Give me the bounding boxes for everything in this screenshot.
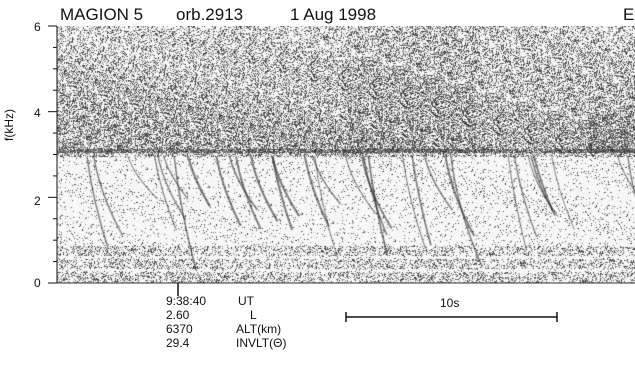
time-marker-values: 9:38:40 2.60 6370 29.4 bbox=[166, 294, 206, 350]
l-shell-value: 2.60 bbox=[166, 308, 190, 322]
spectrogram-image bbox=[57, 26, 635, 283]
y-tick-label: 0 bbox=[34, 276, 41, 290]
time-marker-quantities: UT L ALT(km) INVLT(Θ) bbox=[236, 294, 286, 350]
ut-label: UT bbox=[238, 294, 254, 308]
y-axis bbox=[48, 25, 635, 284]
time-markers bbox=[177, 283, 558, 322]
altitude-value: 6370 bbox=[166, 322, 193, 336]
y-tick-label: 2 bbox=[34, 194, 41, 208]
observation-date: 1 Aug 1998 bbox=[290, 5, 377, 24]
invariant-latitude-label: INVLT(Θ) bbox=[236, 336, 287, 350]
l-shell-label: L bbox=[250, 308, 257, 322]
spectrogram-raster bbox=[57, 26, 635, 283]
ut-value: 9:38:40 bbox=[166, 294, 207, 308]
y-axis-label: f(kHz) bbox=[2, 95, 16, 155]
edge-letter: E bbox=[623, 5, 635, 24]
y-tick-label: 4 bbox=[34, 106, 41, 120]
y-axis-label-text: f(kHz) bbox=[2, 109, 16, 141]
scale-bar-label: 10s bbox=[440, 296, 460, 310]
y-tick-label: 6 bbox=[34, 20, 41, 34]
invariant-latitude-value: 29.4 bbox=[166, 336, 190, 350]
orbit-number: orb.2913 bbox=[176, 5, 244, 24]
altitude-label: ALT(km) bbox=[236, 322, 282, 336]
satellite-name: MAGION 5 bbox=[60, 5, 144, 24]
